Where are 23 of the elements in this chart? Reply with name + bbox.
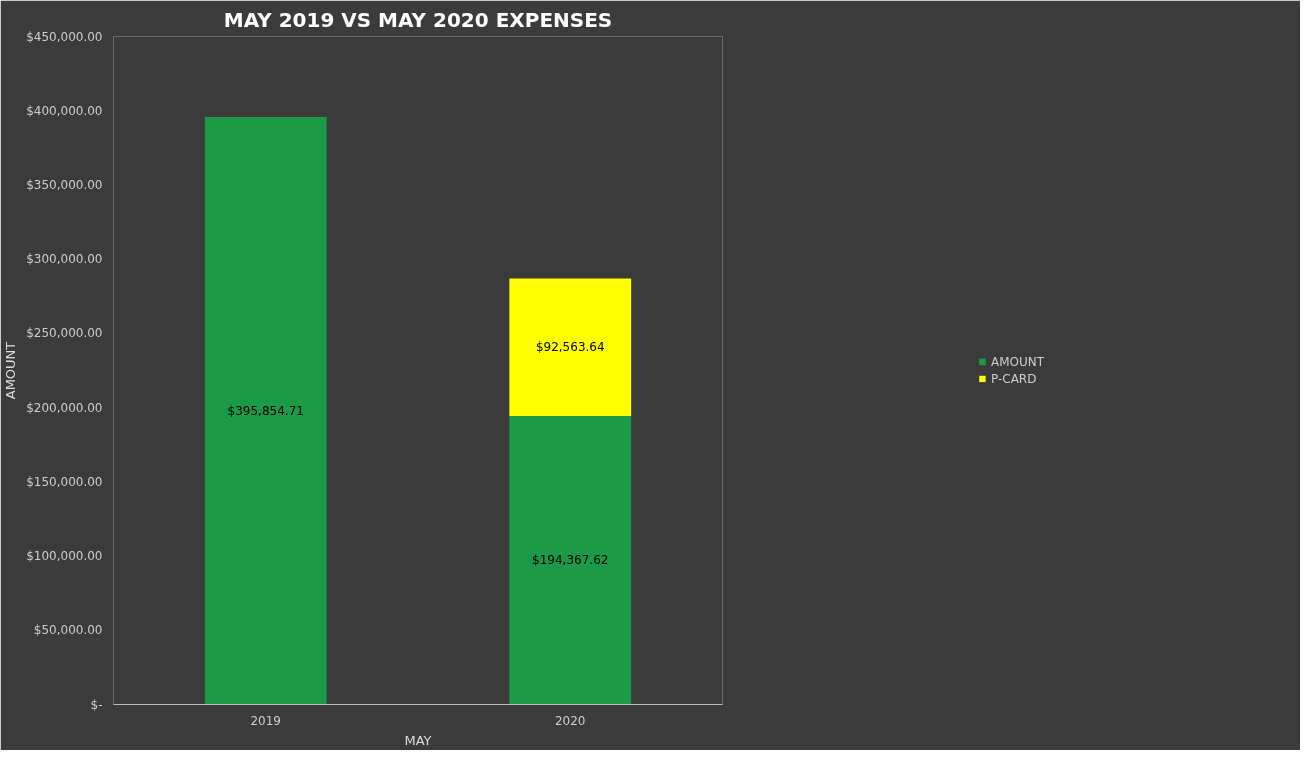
y-tick-label: $50,000.00 [33, 623, 103, 638]
y-tick-label: $- [90, 697, 103, 712]
y-tick-label: $450,000.00 [26, 29, 103, 44]
y-tick-label: $250,000.00 [26, 326, 103, 341]
y-tick-label: $150,000.00 [26, 474, 103, 489]
data-label: $395,854.71 [227, 403, 304, 418]
x-tick-label: 2020 [554, 713, 586, 728]
y-tick-label: $350,000.00 [26, 177, 103, 192]
y-axis-title: AMOUNT [3, 341, 19, 400]
bar [509, 278, 632, 416]
y-tick-label: $300,000.00 [26, 252, 103, 267]
legend-label: P-CARD [990, 371, 1037, 386]
data-label: $194,367.62 [532, 553, 609, 568]
chart-title: MAY 2019 VS MAY 2020 EXPENSES [223, 7, 613, 32]
y-tick-label: $200,000.00 [26, 400, 103, 415]
bar [204, 116, 327, 705]
data-label: $92,563.64 [535, 340, 605, 355]
x-axis-title: MAY [404, 732, 432, 748]
bar [509, 415, 632, 705]
y-tick-label: $400,000.00 [26, 103, 103, 118]
legend-label: AMOUNT [990, 354, 1045, 369]
x-tick-label: 2019 [250, 713, 282, 728]
y-tick-label: $100,000.00 [26, 549, 103, 564]
